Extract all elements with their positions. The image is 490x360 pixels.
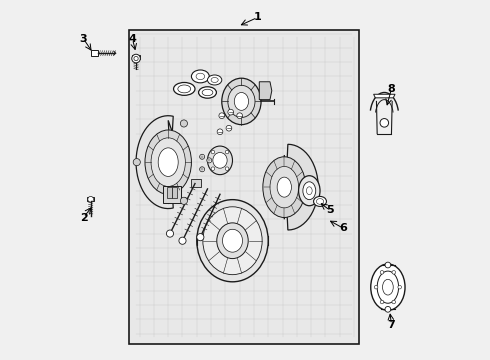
Ellipse shape	[377, 271, 398, 303]
Circle shape	[392, 300, 395, 304]
Circle shape	[180, 120, 188, 127]
Circle shape	[179, 237, 186, 244]
Ellipse shape	[173, 82, 195, 95]
Ellipse shape	[306, 187, 312, 195]
Bar	[172, 187, 177, 198]
Text: 6: 6	[339, 223, 347, 233]
Ellipse shape	[207, 146, 232, 175]
Text: 5: 5	[326, 205, 334, 215]
Circle shape	[197, 234, 204, 241]
Circle shape	[228, 109, 234, 115]
Circle shape	[237, 113, 243, 118]
Bar	[192, 179, 201, 187]
Bar	[163, 186, 181, 203]
Ellipse shape	[217, 223, 248, 258]
Ellipse shape	[196, 73, 205, 80]
Ellipse shape	[383, 279, 393, 295]
Ellipse shape	[228, 85, 255, 117]
Circle shape	[380, 270, 384, 274]
Ellipse shape	[270, 166, 298, 208]
Ellipse shape	[303, 182, 316, 200]
Bar	[129, 30, 359, 344]
Polygon shape	[284, 144, 318, 230]
Circle shape	[392, 270, 395, 274]
Circle shape	[225, 150, 229, 154]
Circle shape	[207, 158, 212, 163]
Circle shape	[199, 154, 205, 159]
Ellipse shape	[211, 77, 218, 82]
Ellipse shape	[234, 93, 248, 111]
Ellipse shape	[192, 70, 209, 83]
Ellipse shape	[317, 199, 323, 204]
Ellipse shape	[213, 153, 227, 168]
Circle shape	[225, 167, 229, 171]
Ellipse shape	[178, 85, 191, 93]
Circle shape	[180, 197, 188, 204]
Circle shape	[385, 262, 391, 268]
Circle shape	[385, 306, 391, 312]
Text: 8: 8	[388, 84, 395, 94]
Circle shape	[226, 125, 232, 131]
Text: 2: 2	[80, 212, 87, 222]
Ellipse shape	[222, 78, 261, 125]
Ellipse shape	[277, 177, 292, 197]
Ellipse shape	[198, 87, 217, 98]
Circle shape	[167, 230, 173, 237]
Ellipse shape	[371, 264, 405, 310]
Ellipse shape	[207, 75, 222, 85]
Polygon shape	[373, 94, 395, 98]
Circle shape	[380, 118, 389, 127]
Circle shape	[133, 158, 140, 166]
Polygon shape	[132, 55, 140, 59]
Polygon shape	[136, 116, 175, 208]
Circle shape	[211, 167, 215, 171]
Text: 1: 1	[254, 13, 261, 22]
Ellipse shape	[158, 148, 178, 176]
Circle shape	[132, 54, 140, 63]
Ellipse shape	[222, 229, 243, 252]
Ellipse shape	[151, 138, 185, 186]
Ellipse shape	[145, 130, 192, 194]
Ellipse shape	[202, 89, 213, 96]
Circle shape	[374, 285, 378, 289]
Polygon shape	[259, 82, 272, 100]
Bar	[168, 187, 172, 198]
Circle shape	[380, 300, 384, 304]
Circle shape	[217, 129, 223, 135]
Circle shape	[398, 285, 401, 289]
Polygon shape	[91, 50, 98, 56]
Circle shape	[219, 113, 224, 118]
Ellipse shape	[263, 157, 306, 217]
Ellipse shape	[197, 200, 268, 282]
Circle shape	[211, 150, 215, 154]
Text: 4: 4	[128, 34, 136, 44]
Circle shape	[134, 57, 138, 61]
Text: 3: 3	[80, 34, 87, 44]
Circle shape	[88, 197, 94, 202]
Ellipse shape	[314, 197, 326, 206]
Polygon shape	[87, 197, 94, 202]
Text: 7: 7	[388, 320, 395, 330]
Circle shape	[199, 167, 205, 172]
Ellipse shape	[203, 207, 262, 275]
Ellipse shape	[298, 176, 320, 206]
